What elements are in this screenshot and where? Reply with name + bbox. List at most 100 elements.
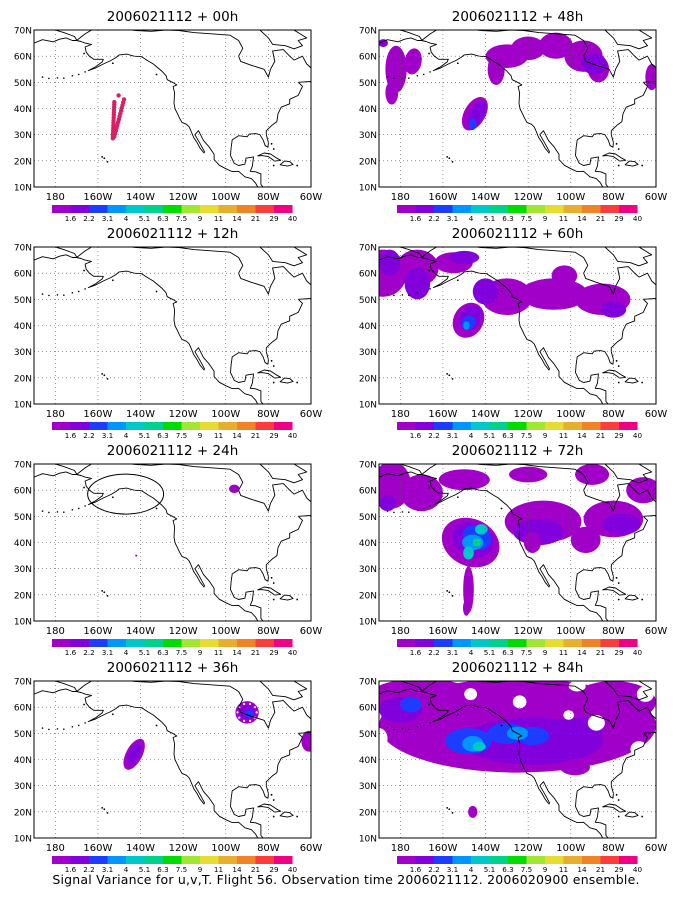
island-marker (446, 590, 449, 592)
legend-swatch (415, 856, 434, 864)
island-marker (84, 288, 86, 290)
legend-value: 21 (596, 431, 605, 440)
island-marker (41, 293, 44, 295)
legend-swatch (415, 205, 434, 213)
hispaniola-coastline (279, 811, 294, 818)
island-marker (111, 496, 114, 499)
longitude-label: 120W (169, 192, 198, 203)
variance-contour (575, 464, 610, 485)
variance-field (379, 681, 656, 818)
legend-swatch (563, 856, 582, 864)
legend-swatch (582, 422, 601, 430)
longitude-label: 120W (514, 626, 543, 637)
longitude-label: 160W (83, 192, 112, 203)
longitude-label: 80W (602, 409, 625, 420)
legend-value: 21 (251, 431, 260, 440)
latitude-label: 50N (14, 513, 32, 523)
variance-contour (645, 64, 656, 91)
panel-frame (378, 246, 657, 405)
panel-title: 2006021112 + 60h (452, 226, 584, 242)
siberia-coastline (379, 30, 423, 44)
legend-swatch (452, 856, 471, 864)
legend-value: 2.2 (428, 431, 439, 440)
greenland-coastline (628, 229, 692, 274)
legend-value: 4 (469, 431, 474, 440)
island-marker (401, 77, 404, 79)
latitude-label: 30N (359, 348, 377, 358)
longitude-label: 120W (169, 409, 198, 420)
variance-contour (551, 265, 578, 287)
legend-value: 11 (559, 431, 568, 440)
island-marker (617, 582, 620, 584)
panel-frame (378, 680, 657, 839)
latitude-label: 10N (359, 184, 377, 194)
panel-frame (33, 29, 312, 188)
latitude-label: 60N (14, 270, 32, 280)
observation-point (135, 554, 138, 557)
variance-contour (379, 249, 401, 276)
siberia-coastline (34, 247, 78, 261)
island-marker (101, 373, 104, 375)
legend-value: 7.5 (176, 214, 187, 223)
greenland-coastline (283, 229, 366, 274)
legend-value: 21 (596, 214, 605, 223)
island-marker (296, 381, 299, 384)
greenland-coastline (283, 446, 366, 491)
legend-value: 7.5 (176, 431, 187, 440)
island-marker (84, 722, 86, 724)
map-panel-24h: 2006021112 + 24h 70N 60N 50N 40N 30N 20N 10N 180… (14, 443, 366, 657)
legend-swatch (563, 639, 582, 647)
legend-value: 29 (614, 865, 624, 874)
variance-contour (379, 495, 397, 512)
variance-contour (379, 39, 388, 48)
cuba-coastline (602, 586, 627, 596)
legend-swatch (126, 856, 145, 864)
north-america-coastline (421, 681, 656, 838)
latitude-label: 70N (359, 244, 377, 254)
island-marker (386, 293, 389, 295)
legend-value: 29 (269, 648, 279, 657)
legend-swatch (545, 422, 564, 430)
legend-swatch (582, 856, 601, 864)
longitude-label: 100W (556, 626, 585, 637)
baffin-island-coastline (604, 464, 653, 484)
latitude-label: 40N (14, 539, 32, 549)
legend-swatch (434, 639, 453, 647)
longitude-label: 80W (257, 626, 280, 637)
island-marker (641, 815, 644, 818)
legend-value: 29 (614, 648, 624, 657)
island-marker (111, 62, 114, 65)
latitude-label: 30N (14, 782, 32, 792)
longitude-label: 80W (602, 843, 625, 854)
contour-marker (243, 719, 246, 722)
contour-marker (236, 711, 239, 714)
legend-value: 4 (124, 648, 129, 657)
island-marker (103, 808, 106, 811)
panel-frame (33, 463, 312, 622)
island-marker (272, 148, 275, 150)
legend-swatch (274, 639, 293, 647)
legend-value: 1.6 (410, 214, 422, 223)
legend-swatch (237, 856, 256, 864)
island-marker (401, 511, 404, 513)
latitude-label: 60N (359, 53, 377, 63)
latitude-label: 20N (359, 591, 377, 601)
variance-contour (468, 681, 588, 702)
variance-contour (602, 513, 642, 535)
island-marker (77, 724, 80, 727)
legend-value: 11 (214, 648, 223, 657)
legend-value: 3.1 (102, 648, 113, 657)
legend-value: 3.1 (447, 214, 458, 223)
legend-swatch (619, 205, 638, 213)
legend-value: 1.6 (65, 431, 77, 440)
island-marker (155, 507, 158, 510)
variance-contour (462, 600, 470, 616)
island-marker (448, 591, 451, 594)
legend-swatch (619, 639, 638, 647)
legend-value: 29 (269, 865, 279, 874)
panel-frame (33, 246, 312, 405)
island-marker (106, 377, 109, 380)
longitude-label: 120W (514, 192, 543, 203)
legend-swatch (181, 205, 200, 213)
siberia-coastline (34, 464, 78, 478)
